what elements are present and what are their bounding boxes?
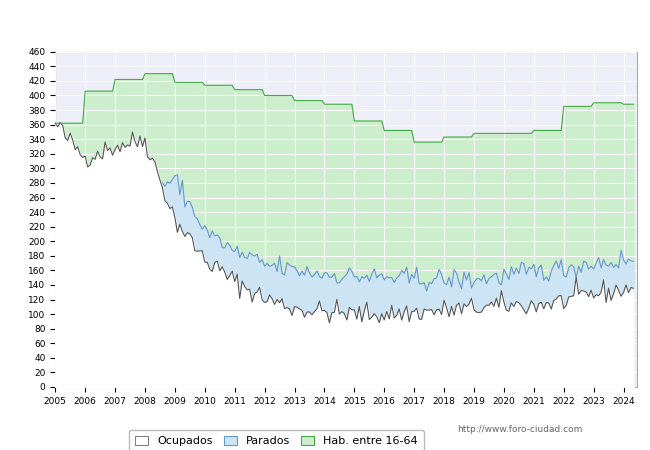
Text: Senija - Evolucion de la poblacion en edad de Trabajar Mayo de 2024: Senija - Evolucion de la poblacion en ed… [85, 17, 565, 31]
Text: http://www.foro-ciudad.com: http://www.foro-ciudad.com [458, 425, 582, 434]
Legend: Ocupados, Parados, Hab. entre 16-64: Ocupados, Parados, Hab. entre 16-64 [129, 430, 424, 450]
